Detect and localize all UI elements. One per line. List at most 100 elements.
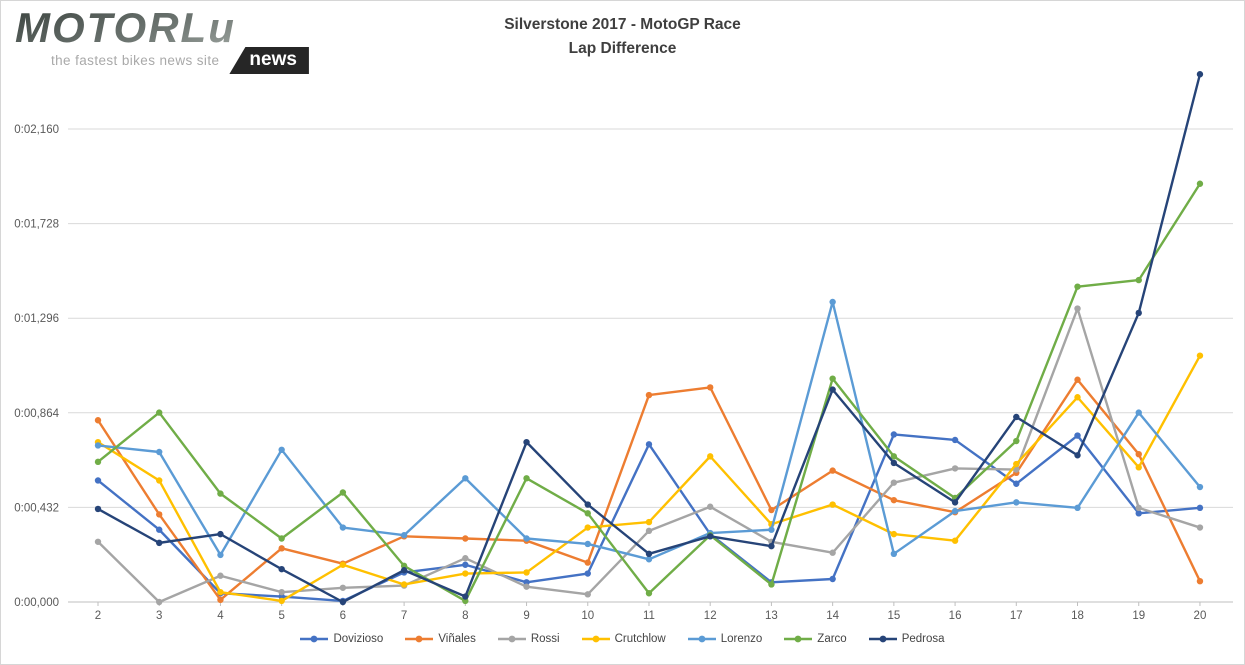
series-marker-crutchlow [890,530,898,538]
series-marker-pedrosa [1074,452,1081,459]
series-marker-lorenzo [951,507,959,515]
series-marker-lorenzo [1135,409,1142,416]
series-marker-lorenzo [278,446,285,454]
legend-marker-viales [405,635,434,643]
x-axis-label: 15 [887,610,900,622]
series-marker-lorenzo [523,535,530,542]
series-marker-crutchlow [707,453,714,460]
x-axis-label: 19 [1132,610,1145,622]
series-marker-crutchlow [523,569,530,576]
series-marker-crutchlow [584,524,591,531]
series-marker-dovizioso [645,441,653,448]
x-axis-label: 17 [1010,610,1023,622]
series-marker-zarco [523,475,530,482]
x-axis-label: 11 [643,610,655,622]
series-marker-crutchlow [462,570,469,577]
series-marker-crutchlow [339,561,347,568]
series-marker-pedrosa [645,550,653,558]
y-axis-label: 0:00,864 [14,408,59,420]
y-axis-label: 0:01,728 [14,219,59,231]
legend-item-zarco: Zarco [784,633,847,645]
x-axis-label: 12 [704,610,717,622]
legend-label-lorenzo: Lorenzo [720,633,763,645]
series-marker-lorenzo [768,526,775,533]
legend-marker-rossi [497,635,526,643]
series-marker-dovizioso [462,561,469,568]
series-marker-viales [1135,450,1142,458]
series-marker-zarco [339,489,347,496]
series-marker-rossi [339,584,347,591]
series-marker-pedrosa [94,505,102,513]
series-marker-pedrosa [278,565,285,573]
series-marker-zarco [1196,180,1204,187]
series-marker-viales [768,506,775,514]
y-axis-label: 0:02,160 [14,124,59,136]
series-marker-pedrosa [890,459,898,467]
series-marker-lorenzo [1074,504,1081,512]
x-axis-label: 2 [95,610,101,622]
chart-title: Silverstone 2017 - MotoGP Race Lap Diffe… [1,13,1244,61]
series-marker-pedrosa [768,542,775,550]
legend-label-crutchlow: Crutchlow [614,633,666,645]
series-marker-rossi [1135,504,1142,512]
series-marker-pedrosa [951,499,959,506]
series-marker-lorenzo [1013,499,1020,506]
series-marker-dovizioso [890,431,898,438]
legend-marker-pedrosa [868,635,897,643]
series-marker-pedrosa [462,593,469,600]
series-marker-lorenzo [645,556,653,563]
series-marker-rossi [156,598,163,606]
series-marker-rossi [523,583,530,590]
x-axis-label: 9 [523,610,529,622]
series-marker-crutchlow [217,588,224,596]
legend-item-lorenzo: Lorenzo [687,633,763,645]
series-marker-pedrosa [339,598,347,606]
series-marker-lorenzo [584,540,591,548]
series-marker-viales [890,496,898,504]
x-axis-label: 18 [1071,610,1084,622]
series-marker-rossi [707,503,714,510]
series-marker-dovizioso [829,575,836,583]
legend-marker-zarco [784,635,813,643]
chart-title-line2: Lap Difference [568,40,677,57]
series-marker-pedrosa [584,501,591,508]
series-marker-zarco [400,562,408,570]
series-marker-pedrosa [1196,71,1204,78]
series-marker-viales [645,391,653,399]
series-marker-viales [217,596,224,604]
series-marker-dovizioso [523,579,530,586]
series-marker-zarco [829,375,836,382]
series-marker-lorenzo [156,448,163,456]
series-marker-lorenzo [339,524,347,531]
x-axis-label: 16 [949,610,962,622]
legend-label-rossi: Rossi [530,633,560,645]
x-axis-label: 13 [765,610,778,622]
series-marker-rossi [1196,524,1204,531]
series-marker-rossi [584,591,591,598]
logo-news-badge: news [229,47,309,74]
series-marker-rossi [217,572,224,579]
series-marker-crutchlow [1196,352,1204,359]
x-axis-label: 10 [581,610,594,622]
series-marker-rossi [951,465,959,472]
series-marker-pedrosa [523,438,530,446]
series-marker-viales [156,511,163,518]
series-marker-crutchlow [1135,464,1142,471]
x-axis-label: 3 [156,610,162,622]
series-marker-zarco [217,490,224,497]
logo-tagline: the fastest bikes news site [51,53,220,68]
logo-tagline-row: the fastest bikes news site news [15,47,375,74]
chart-legend: Dovizioso Viñales Rossi Crutchlow Lorenzo Zar… [1,633,1244,645]
legend-marker-lorenzo [687,635,716,643]
series-marker-crutchlow [1013,460,1020,468]
series-marker-crutchlow [829,501,836,508]
series-marker-viales [829,467,836,474]
legend-item-pedrosa: Pedrosa [868,633,945,645]
series-marker-dovizioso [1013,480,1020,487]
series-marker-pedrosa [1013,413,1020,421]
series-marker-zarco [94,458,102,466]
series-marker-lorenzo [829,298,836,306]
legend-label-viales: Viñales [438,633,476,645]
series-marker-crutchlow [951,537,959,544]
series-marker-dovizioso [1196,504,1204,512]
